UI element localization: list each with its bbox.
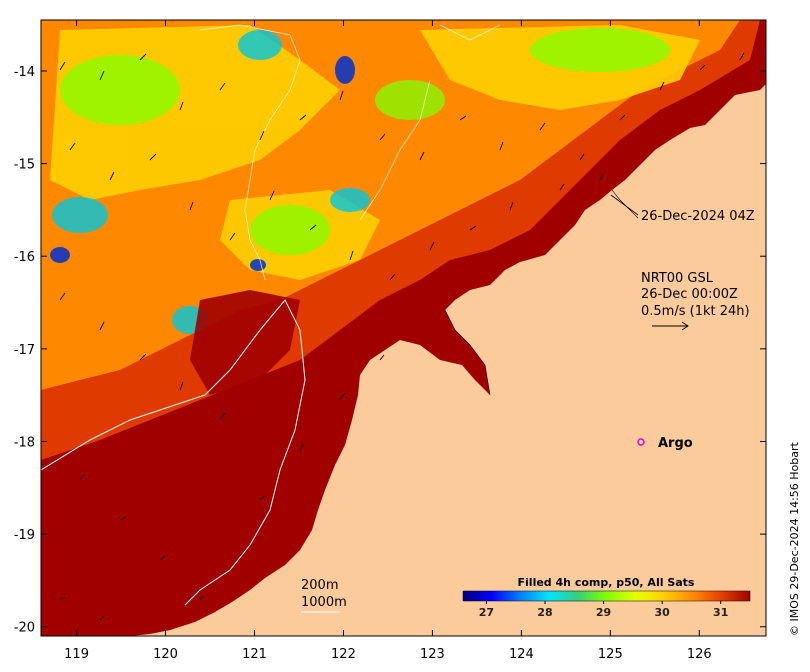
credit-label: © IMOS 29-Dec-2024 14:56 Hobart	[788, 441, 801, 636]
current-scale-arrow	[652, 321, 689, 331]
colorbar-tick-label: 29	[596, 606, 611, 619]
y-axis: -14 -15 -16 -17 -18 -19 -20	[14, 65, 766, 636]
y-tick-label: -20	[14, 621, 35, 636]
image-time-pointer	[610, 194, 639, 216]
y-tick-label: -18	[14, 435, 35, 450]
y-tick-label: -14	[14, 65, 35, 80]
x-tick-label: 120	[153, 647, 178, 662]
x-tick-label: 125	[598, 647, 623, 662]
y-tick-label: -17	[14, 343, 35, 358]
isobath-1000m-label: 1000m	[301, 595, 347, 610]
x-tick-label: 122	[331, 647, 356, 662]
colorbar-ticks: 27 28 29 30 31	[479, 601, 728, 619]
plot-area	[41, 20, 766, 636]
sst-hot-southwest	[41, 380, 330, 636]
y-tick-label: -19	[14, 528, 35, 543]
x-tick-label: 123	[420, 647, 445, 662]
x-axis: 119 120 121 122 123 124 125 126	[64, 20, 712, 662]
colorbar-title: Filled 4h comp, p50, All Sats	[518, 576, 695, 589]
y-tick-label: -16	[14, 250, 35, 265]
colorbar-tick-label: 27	[479, 606, 494, 619]
colorbar-tick-label: 31	[713, 606, 728, 619]
current-vectors	[59, 52, 745, 621]
current-product-label: NRT00 GSL	[641, 271, 714, 286]
sst-hot-middle	[190, 290, 300, 395]
x-tick-label: 121	[242, 647, 267, 662]
colorbar-tick-label: 28	[537, 606, 552, 619]
colorbar-tick-label: 30	[654, 606, 670, 619]
y-tick-label: -15	[14, 158, 35, 173]
current-scale-label: 0.5m/s (1kt 24h)	[641, 304, 750, 319]
argo-marker	[637, 438, 645, 446]
image-time-label: 26-Dec-2024 04Z	[641, 209, 755, 224]
colorbar	[462, 590, 751, 602]
plot-frame	[40, 19, 767, 637]
argo-label: Argo	[658, 436, 693, 451]
current-time-label: 26-Dec 00:00Z	[641, 287, 738, 302]
x-tick-label: 126	[687, 647, 712, 662]
isobath-200m	[41, 299, 306, 606]
isobath-1000m-b	[359, 24, 501, 221]
sst-patches-blue	[50, 56, 355, 271]
x-tick-label: 124	[509, 647, 534, 662]
isobath-200m-label: 200m	[301, 578, 338, 593]
x-tick-label: 119	[64, 647, 89, 662]
